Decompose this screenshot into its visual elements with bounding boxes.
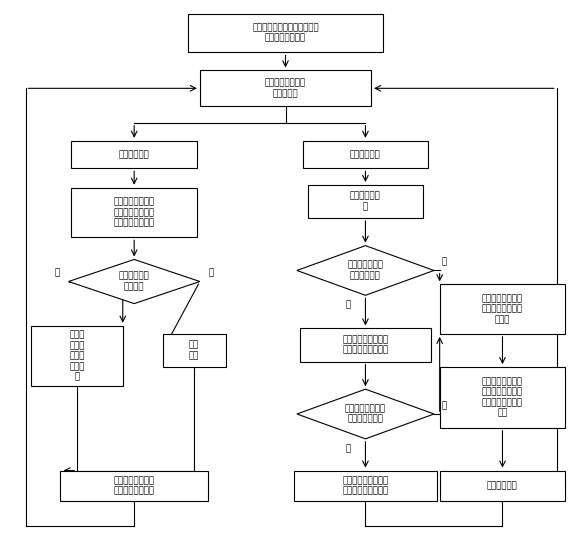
FancyBboxPatch shape [308,185,423,218]
Text: 根据接收标志刷新
显示接收到的数据: 根据接收标志刷新 显示接收到的数据 [114,476,155,496]
Text: 判断是否有扫描
到按键被按住: 判断是否有扫描 到按键被按住 [348,261,383,280]
FancyBboxPatch shape [303,141,428,168]
FancyBboxPatch shape [60,470,208,501]
Text: 定时中断触发: 定时中断触发 [350,150,381,159]
Text: 丢弃
数据: 丢弃 数据 [189,341,199,360]
Text: 更新数
据的标
志位为
接收标
志: 更新数 据的标 志位为 接收标 志 [70,331,85,381]
Polygon shape [297,389,434,439]
Text: 接收中断触发: 接收中断触发 [119,150,150,159]
Text: 是: 是 [55,269,59,278]
Text: 接收从主模块发送
过来的数据，对数
据进行解析后校验: 接收从主模块发送 过来的数据，对数 据进行解析后校验 [114,198,155,227]
FancyBboxPatch shape [440,470,565,501]
Text: 对键盘进行扫
描: 对键盘进行扫 描 [350,192,381,211]
FancyBboxPatch shape [31,326,123,386]
Polygon shape [69,259,200,304]
Text: 判新数据校验
是否正确: 判新数据校验 是否正确 [119,272,150,291]
Polygon shape [297,246,434,295]
Text: 更新需要发送的数据
的标志位为发送标志: 更新需要发送的数据 的标志位为发送标志 [343,476,388,496]
Text: 根据标志位将需要
发送的数据存放入
缓存区: 根据标志位将需要 发送的数据存放入 缓存区 [482,294,523,324]
Text: 否: 否 [209,269,214,278]
Text: 时钟、接收端口初始化，开接
收中断、定时中断: 时钟、接收端口初始化，开接 收中断、定时中断 [252,23,319,43]
FancyBboxPatch shape [71,188,197,237]
FancyBboxPatch shape [294,470,437,501]
FancyBboxPatch shape [163,334,226,367]
FancyBboxPatch shape [71,141,197,168]
Text: 退出发送程序: 退出发送程序 [487,481,518,490]
FancyBboxPatch shape [188,14,383,52]
Text: 判断是否有数据需
要发送到主模块: 判断是否有数据需 要发送到主模块 [345,404,386,424]
Text: 否: 否 [442,258,447,267]
Text: 等待接收中断、定
时中新触发: 等待接收中断、定 时中新触发 [265,78,306,98]
Text: 否: 否 [442,401,447,410]
Text: 是: 是 [346,444,351,453]
Text: 是: 是 [346,301,351,310]
Text: 运行发送程序，提
取存放在缓存区中
的数据并发送至主
模块: 运行发送程序，提 取存放在缓存区中 的数据并发送至主 模块 [482,378,523,417]
FancyBboxPatch shape [200,70,371,106]
FancyBboxPatch shape [300,328,431,362]
FancyBboxPatch shape [440,284,565,334]
Text: 提取按键代码并运行
对应按键的处理程序: 提取按键代码并运行 对应按键的处理程序 [343,335,388,355]
FancyBboxPatch shape [440,367,565,428]
